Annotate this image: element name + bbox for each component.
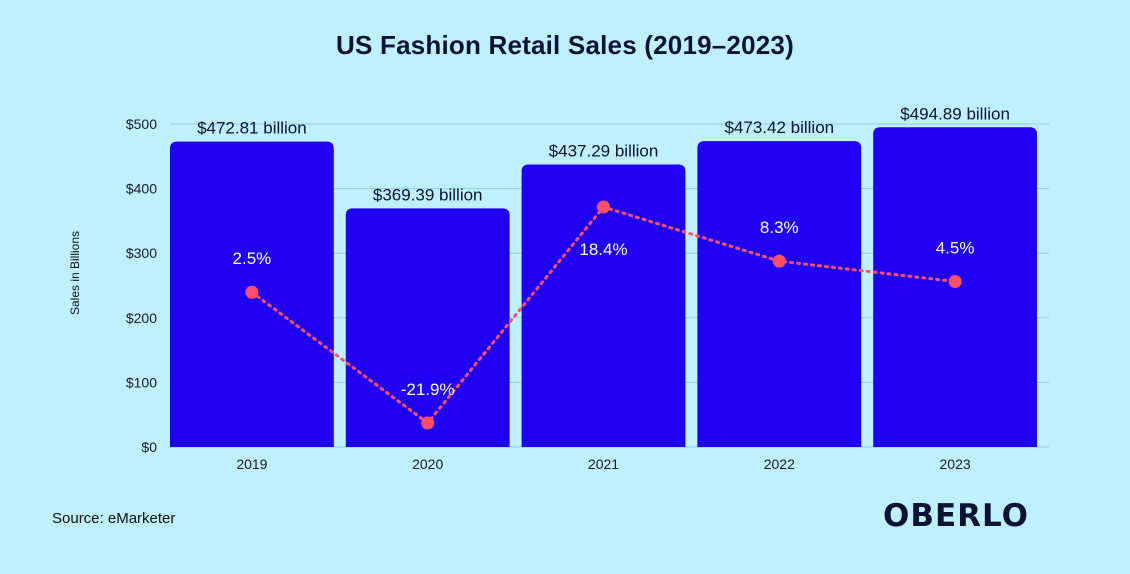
bar-value-label: $494.89 billion [900, 104, 1010, 123]
y-tick-label: $0 [141, 439, 157, 455]
growth-label: 2.5% [233, 249, 272, 268]
growth-point [245, 285, 259, 299]
growth-label: 18.4% [579, 240, 627, 259]
bar-value-label: $472.81 billion [197, 119, 307, 138]
y-axis-label: Sales in Billions [68, 231, 82, 315]
bar-value-label: $473.42 billion [724, 118, 834, 137]
y-tick-label: $500 [126, 116, 157, 132]
x-tick-label: 2021 [588, 456, 619, 472]
chart-title: US Fashion Retail Sales (2019–2023) [336, 30, 794, 60]
x-tick-label: 2019 [236, 456, 267, 472]
growth-label: 4.5% [936, 239, 975, 258]
bar-value-label: $437.29 billion [549, 142, 659, 161]
growth-label: -21.9% [401, 380, 455, 399]
bar-value-label: $369.39 billion [373, 185, 483, 204]
y-tick-label: $200 [126, 310, 157, 326]
x-tick-label: 2022 [764, 456, 795, 472]
brand-logo: OBERLO [883, 498, 1030, 534]
growth-point [421, 416, 435, 430]
bar [345, 208, 510, 447]
source-note: Source: eMarketer [52, 510, 176, 527]
x-tick-label: 2020 [412, 456, 443, 472]
growth-label: 8.3% [760, 218, 799, 237]
y-tick-label: $100 [126, 374, 157, 390]
growth-point [597, 200, 610, 214]
growth-point [948, 275, 962, 289]
bar [697, 141, 862, 447]
bar [521, 164, 686, 447]
y-tick-label: $300 [126, 245, 157, 261]
y-tick-label: $400 [126, 181, 157, 197]
x-tick-label: 2023 [940, 456, 971, 472]
growth-point [772, 254, 786, 268]
